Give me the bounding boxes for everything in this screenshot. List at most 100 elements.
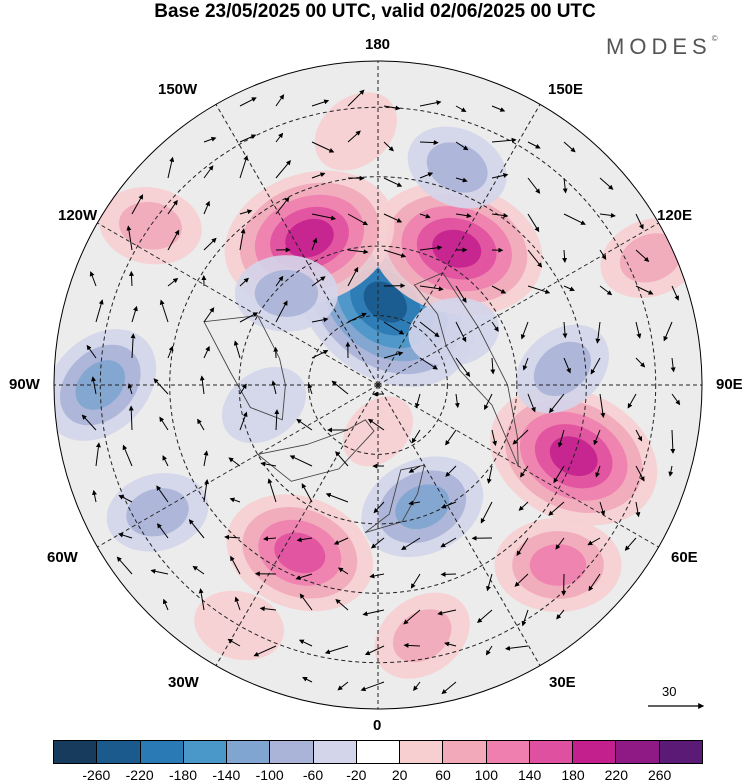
- wind-vector: [635, 249, 650, 262]
- wind-vector: [663, 321, 673, 342]
- wind-vector: [445, 429, 457, 446]
- wind-vector: [455, 357, 471, 378]
- wind-vector: [157, 523, 169, 539]
- wind-vector: [224, 534, 241, 540]
- wind-vector: [118, 495, 133, 503]
- wind-vector: [671, 393, 681, 406]
- wind-vector: [455, 321, 467, 343]
- wind-vector: [130, 333, 136, 359]
- wind-vector: [296, 418, 313, 431]
- wind-vector: [360, 681, 385, 692]
- wind-vectors: [81, 89, 681, 695]
- wind-vector: [331, 380, 349, 395]
- lon-label-120w: 120W: [58, 207, 98, 224]
- anomaly-level: [529, 544, 587, 586]
- meridian-line: [377, 104, 541, 386]
- colorbar-bin: [659, 741, 702, 763]
- wind-vector: [590, 357, 601, 375]
- wind-vector: [128, 405, 134, 431]
- wind-vector: [588, 573, 601, 592]
- lon-label-0: 0: [373, 717, 382, 734]
- wind-vector: [122, 444, 133, 467]
- wind-vector: [296, 537, 313, 543]
- wind-vector: [505, 645, 529, 651]
- anomaly-level: [408, 297, 500, 367]
- brand-mark: ©: [711, 34, 718, 43]
- wind-vector: [454, 393, 460, 409]
- wind-vector: [347, 266, 359, 287]
- colorbar-tick-label: 260: [647, 767, 672, 783]
- colorbar-tick-label: -140: [212, 767, 241, 783]
- wind-vector: [599, 501, 606, 516]
- wind-vector: [635, 213, 644, 230]
- wind-vector: [491, 285, 507, 294]
- wind-vector: [230, 555, 241, 575]
- colorbar-bin: [313, 741, 357, 763]
- wind-vector: [627, 393, 637, 409]
- wind-vector: [239, 383, 247, 395]
- wind-vector: [491, 105, 506, 112]
- anomaly-level: [343, 396, 413, 467]
- wind-vector: [239, 155, 249, 179]
- wind-vector: [167, 345, 174, 359]
- meridian-line: [215, 104, 379, 386]
- wind-vector: [239, 134, 257, 143]
- wind-vector: [347, 213, 369, 226]
- colorbar-bin: [573, 741, 617, 763]
- anomaly-level: [426, 142, 488, 193]
- wind-vector: [302, 677, 313, 683]
- wind-vector: [548, 393, 565, 414]
- wind-vector: [556, 609, 565, 620]
- wind-vector: [521, 609, 529, 627]
- wind-vector: [635, 357, 646, 368]
- wind-vector: [239, 228, 246, 251]
- colorbar-tick-label: -20: [346, 767, 367, 783]
- wind-vector: [311, 350, 329, 359]
- wind-vector: [369, 573, 385, 579]
- wind-vector: [635, 501, 641, 518]
- wind-vector: [527, 249, 543, 268]
- wind-vector: [595, 321, 601, 344]
- wind-vector: [167, 156, 175, 179]
- wind-vector: [518, 501, 529, 511]
- wind-vector: [253, 645, 277, 657]
- wind-vector: [491, 213, 509, 218]
- wind-vector: [440, 537, 457, 548]
- wind-vector: [514, 573, 529, 587]
- brand-text: MODES: [606, 34, 712, 59]
- wind-vector: [347, 312, 367, 323]
- anomaly-level: [274, 532, 326, 574]
- wind-vector: [311, 237, 318, 251]
- wind-vector: [419, 213, 431, 219]
- wind-vector: [239, 312, 259, 323]
- wind-vector: [455, 177, 468, 183]
- wind-vector: [491, 137, 517, 143]
- wind-vector: [563, 357, 571, 374]
- wind-vector: [437, 609, 457, 616]
- siberia-coast: [413, 272, 519, 467]
- greenland-coast: [256, 419, 375, 482]
- meridian-line: [377, 384, 659, 548]
- lon-label-60e: 60E: [671, 549, 698, 566]
- wind-vector: [95, 299, 104, 323]
- wind-vector: [239, 97, 257, 107]
- anomaly-level: [285, 218, 334, 258]
- wind-vector: [477, 609, 493, 624]
- latitude-circle: [99, 106, 657, 664]
- anomaly-level: [533, 341, 591, 397]
- wind-vector: [635, 285, 654, 295]
- wind-vector: [383, 249, 407, 258]
- wind-vector: [587, 537, 601, 546]
- lat-lon-grid: [54, 61, 702, 709]
- wind-vector: [153, 378, 169, 395]
- wind-vector: [557, 429, 565, 448]
- wind-vector: [131, 194, 144, 215]
- wind-vector: [159, 299, 169, 323]
- wind-vector: [203, 479, 210, 503]
- wind-vector: [89, 271, 97, 287]
- wind-vector: [383, 105, 401, 111]
- wind-vector: [337, 681, 349, 691]
- wind-vector: [347, 89, 365, 107]
- wind-vector: [299, 593, 313, 611]
